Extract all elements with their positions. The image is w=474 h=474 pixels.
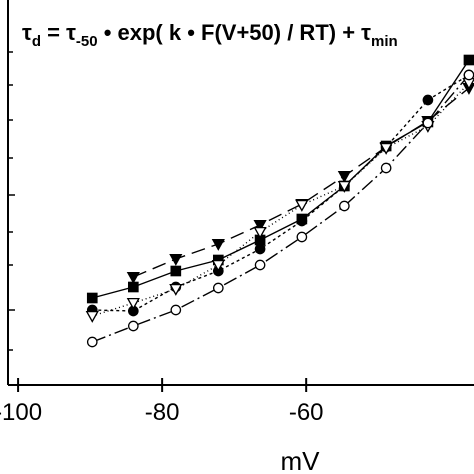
marker — [85, 310, 99, 323]
chart-title: τd = τ-50 • exp( k • F(V+50) / RT) + τmi… — [22, 20, 398, 50]
marker — [127, 320, 139, 332]
marker — [295, 199, 309, 212]
marker — [170, 265, 182, 277]
marker — [254, 259, 266, 271]
series-line — [92, 74, 470, 312]
marker — [463, 69, 474, 81]
marker — [422, 94, 434, 106]
marker — [296, 231, 308, 243]
title-text: τ — [22, 20, 32, 45]
marker — [337, 180, 351, 193]
marker — [211, 259, 225, 272]
title-subscript: -50 — [76, 33, 98, 50]
series-line — [92, 59, 470, 299]
marker — [212, 282, 224, 294]
marker — [339, 200, 350, 212]
marker — [86, 292, 98, 304]
x-tick-label: -100 — [0, 399, 42, 426]
x-axis-label: mV — [281, 446, 321, 474]
marker — [254, 243, 266, 255]
title-subscript: min — [371, 33, 398, 50]
marker — [337, 170, 351, 183]
series-line — [92, 74, 470, 343]
marker — [169, 283, 183, 296]
title-text: = τ — [41, 20, 76, 45]
marker — [422, 117, 434, 129]
marker — [463, 54, 474, 66]
y-minor-ticks — [8, 51, 15, 351]
marker — [379, 142, 393, 155]
marker — [86, 336, 98, 348]
marker — [211, 238, 225, 251]
marker — [126, 297, 140, 310]
x-tick-label: -80 — [145, 399, 180, 426]
marker — [126, 271, 140, 284]
marker — [253, 226, 267, 239]
marker — [253, 219, 267, 232]
marker — [169, 253, 183, 266]
title-subscript: d — [32, 33, 41, 50]
marker — [296, 215, 308, 227]
marker — [170, 304, 182, 316]
title-text: • exp( k • F(V+50) / RT) + τ — [98, 20, 372, 45]
series-line — [133, 87, 470, 278]
marker — [380, 162, 392, 174]
marker — [127, 281, 139, 293]
x-tick-label: -60 — [289, 399, 324, 426]
